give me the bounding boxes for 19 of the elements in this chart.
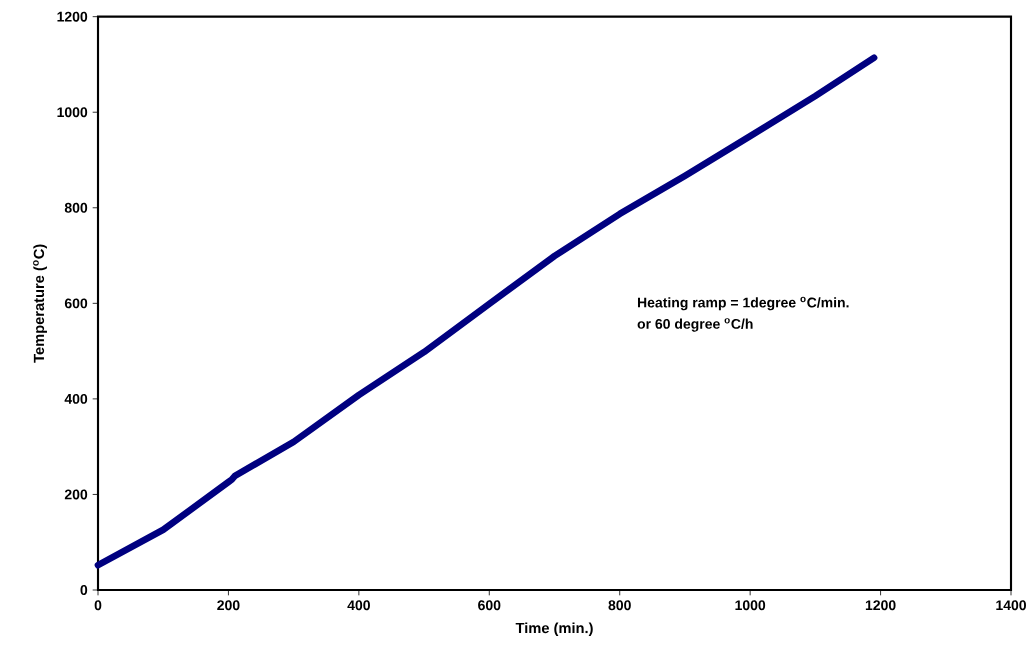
x-tick-label: 1400 bbox=[996, 600, 1026, 611]
y-axis-title: Temperature ($^{o}$C) bbox=[33, 244, 47, 363]
y-tick-label: 200 bbox=[64, 489, 88, 500]
y-tick-label: 0 bbox=[80, 585, 88, 595]
x-tick-label: 1200 bbox=[865, 600, 896, 611]
y-tick-label: 600 bbox=[64, 298, 88, 309]
x-tick-label: 0 bbox=[94, 600, 102, 611]
y-tick-label: 400 bbox=[64, 393, 88, 404]
y-tick-label: 1200 bbox=[57, 11, 88, 22]
x-axis-title: Time (min.) bbox=[515, 622, 593, 637]
x-tick-label: 200 bbox=[217, 600, 240, 611]
y-tick-label: 800 bbox=[64, 202, 88, 213]
annotation: Heating ramp = 1degree $^{o}$C/min. bbox=[637, 296, 849, 311]
annotation: or 60 degree $^{o}$C/h bbox=[637, 318, 753, 332]
x-tick-label: 1000 bbox=[735, 600, 766, 611]
x-tick-label: 800 bbox=[608, 600, 631, 611]
x-tick-label: 400 bbox=[347, 600, 370, 611]
y-tick-label: 1000 bbox=[57, 107, 88, 118]
x-tick-label: 600 bbox=[478, 600, 501, 611]
